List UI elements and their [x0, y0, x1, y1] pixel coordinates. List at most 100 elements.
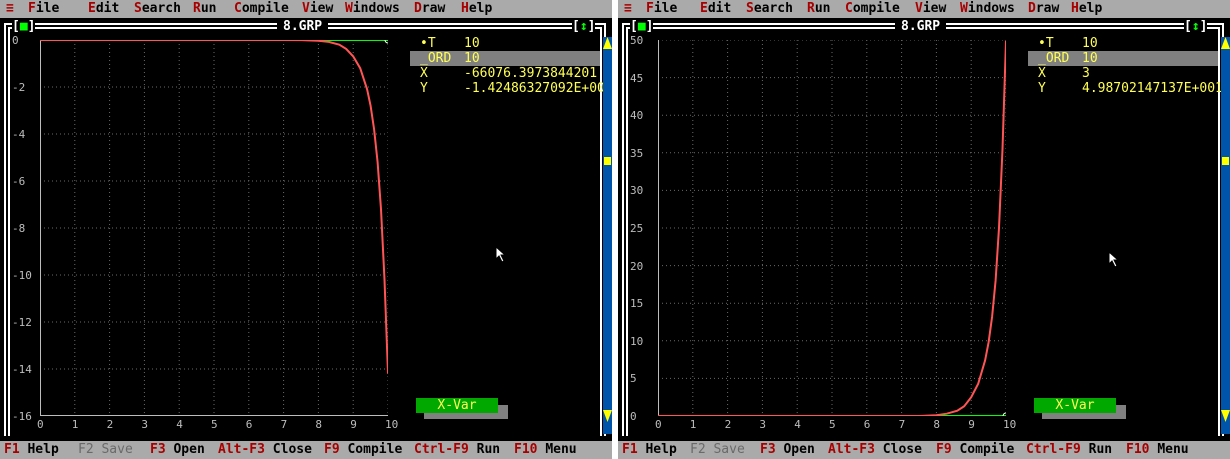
status-f1-help[interactable]: F1 Help	[4, 442, 59, 457]
info-row-x[interactable]: X -66076.3973844201	[420, 66, 598, 81]
menu-edit[interactable]: Edit	[700, 1, 732, 16]
y-tick-label: 5	[630, 372, 637, 386]
x-tick-label: 6	[245, 418, 253, 431]
menu-help[interactable]: Help	[461, 1, 493, 16]
menu-file[interactable]: File	[28, 1, 60, 16]
menu-search[interactable]: Search	[134, 1, 181, 16]
status-f1-help[interactable]: F1 Help	[622, 442, 677, 457]
x-tick-label: 0	[37, 418, 44, 431]
status-f3-open[interactable]: F3 Open	[150, 442, 205, 457]
y-tick-label: 45	[630, 71, 644, 85]
menu-compile[interactable]: Compile	[234, 1, 289, 16]
left-ide-screen: ≡ File Edit Search Run Compile View Wind…	[0, 0, 612, 459]
menu-bar: ≡ File Edit Search Run Compile View Wind…	[0, 0, 612, 18]
status-bar: F1 Help F2 Save F3 Open Alt-F3 Close F9 …	[618, 441, 1230, 459]
y-tick-label: 20	[630, 259, 644, 273]
y-tick-label: 0	[12, 34, 19, 47]
menu-help[interactable]: Help	[1071, 1, 1103, 16]
y-tick-label: -12	[12, 316, 32, 329]
scroll-thumb[interactable]	[604, 157, 611, 165]
status-f9-compile[interactable]: F9 Compile	[936, 442, 1015, 457]
graph-svg	[658, 40, 1006, 416]
info-row-ord[interactable]: _ORD 10	[1028, 51, 1218, 66]
xvar-button[interactable]: X-Var	[416, 398, 498, 413]
status-f10-menu[interactable]: F10 Menu	[514, 442, 577, 457]
vertical-scrollbar[interactable]	[1221, 37, 1230, 434]
y-tick-label: -10	[12, 269, 32, 282]
scroll-up-arrow-icon[interactable]	[1221, 37, 1230, 49]
y-tick-label: -6	[12, 175, 26, 188]
menu-draw[interactable]: Draw	[1028, 1, 1060, 16]
x-tick-label: 2	[724, 418, 732, 431]
y-tick-label: -4	[12, 128, 26, 141]
graph-svg	[40, 40, 388, 416]
x-tick-label: 8	[315, 418, 323, 431]
x-tick-label: 3	[141, 418, 149, 431]
info-row-ord[interactable]: _ORD 10	[410, 51, 600, 66]
y-tick-label: 10	[630, 334, 644, 348]
info-row-t[interactable]: •T 10	[1038, 36, 1098, 51]
screens-divider	[612, 0, 618, 459]
x-tick-label: 0	[655, 418, 662, 431]
menu-search[interactable]: Search	[746, 1, 793, 16]
scroll-down-arrow-icon[interactable]	[1221, 410, 1230, 422]
y-tick-label: 0	[630, 410, 637, 423]
x-tick-label: 1	[71, 418, 79, 431]
y-tick-label: -14	[12, 363, 32, 376]
x-tick-label: 7	[898, 418, 906, 431]
x-tick-label: 9	[350, 418, 357, 431]
info-row-y[interactable]: Y 4.98702147137E+0013	[1038, 81, 1230, 96]
system-menu[interactable]: ≡	[624, 1, 632, 16]
status-f9-compile[interactable]: F9 Compile	[324, 442, 403, 457]
x-tick-label: 5	[211, 418, 218, 431]
menu-view[interactable]: View	[302, 1, 334, 16]
x-tick-label: 10	[385, 418, 399, 431]
status-f10-menu[interactable]: F10 Menu	[1126, 442, 1189, 457]
y-tick-label: -8	[12, 222, 26, 235]
x-tick-label: 3	[759, 418, 767, 431]
status-ctrlf9-run[interactable]: Ctrl-F9 Run	[414, 442, 501, 457]
x-tick-label: 6	[863, 418, 871, 431]
scroll-up-arrow-icon[interactable]	[603, 37, 612, 49]
graph-plot-area[interactable]	[40, 40, 388, 416]
system-menu[interactable]: ≡	[6, 1, 14, 16]
window-close-button[interactable]: [■]	[630, 19, 654, 35]
window-close-button[interactable]: [■]	[12, 19, 36, 35]
menu-file[interactable]: File	[646, 1, 678, 16]
y-tick-label: 25	[630, 222, 644, 235]
mouse-pointer-icon	[496, 247, 507, 263]
status-altf3-close[interactable]: Alt-F3 Close	[828, 442, 922, 457]
status-altf3-close[interactable]: Alt-F3 Close	[218, 442, 312, 457]
status-ctrlf9-run[interactable]: Ctrl-F9 Run	[1026, 442, 1113, 457]
menu-compile[interactable]: Compile	[845, 1, 900, 16]
variable-info-panel: •T 10 _ORD 10 X -66076.3973844201 Y -1.42486…	[410, 36, 612, 96]
graph-plot-area[interactable]	[658, 40, 1006, 416]
menu-draw[interactable]: Draw	[414, 1, 446, 16]
menu-windows[interactable]: Windows	[960, 1, 1015, 16]
status-f2-save: F2 Save	[78, 442, 133, 457]
menu-windows[interactable]: Windows	[345, 1, 400, 16]
menu-run[interactable]: Run	[193, 1, 217, 16]
series-line	[658, 40, 1006, 416]
scroll-thumb[interactable]	[1222, 157, 1229, 165]
menu-edit[interactable]: Edit	[88, 1, 120, 16]
scroll-down-arrow-icon[interactable]	[603, 410, 612, 422]
vertical-scrollbar[interactable]	[603, 37, 612, 434]
menu-run[interactable]: Run	[807, 1, 831, 16]
y-tick-label: 30	[630, 184, 644, 198]
menu-bar: ≡ File Edit Search Run Compile View Wind…	[618, 0, 1230, 18]
info-row-y[interactable]: Y -1.42486327092E+0013	[420, 81, 612, 96]
y-tick-label: 50	[630, 34, 644, 47]
series-line	[40, 40, 388, 374]
window-zoom-button[interactable]: [↕]	[1184, 19, 1208, 35]
window-zoom-button[interactable]: [↕]	[572, 19, 596, 35]
xvar-button[interactable]: X-Var	[1034, 398, 1116, 413]
menu-view[interactable]: View	[915, 1, 947, 16]
x-tick-label: 2	[106, 418, 114, 431]
info-row-t[interactable]: •T 10	[420, 36, 480, 51]
x-tick-label: 7	[280, 418, 288, 431]
mouse-pointer-icon	[1109, 252, 1120, 268]
status-f3-open[interactable]: F3 Open	[760, 442, 815, 457]
